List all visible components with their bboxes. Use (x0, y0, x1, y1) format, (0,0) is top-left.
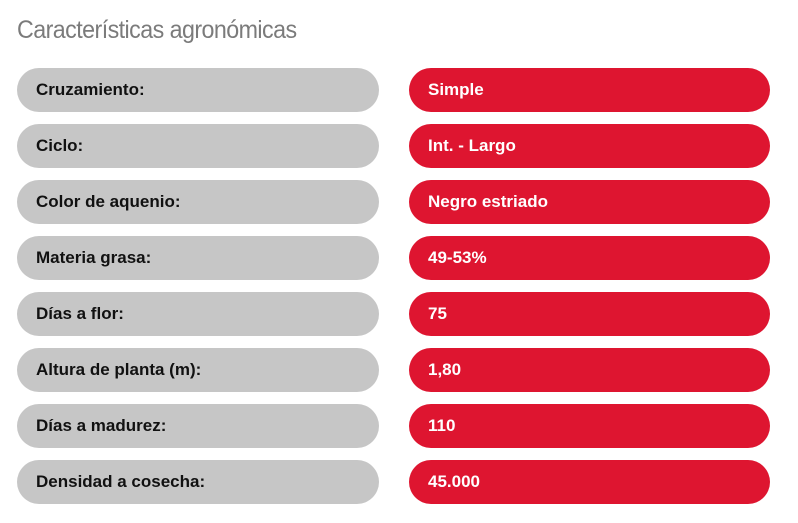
characteristics-list: Cruzamiento: Simple Ciclo: Int. - Largo … (17, 68, 770, 516)
characteristic-value: 49-53% (409, 236, 770, 280)
characteristic-label: Color de aquenio: (17, 180, 379, 224)
characteristic-label: Altura de planta (m): (17, 348, 379, 392)
characteristic-value: 75 (409, 292, 770, 336)
characteristic-row-dias-a-madurez: Días a madurez: 110 (17, 404, 770, 448)
characteristic-label: Ciclo: (17, 124, 379, 168)
characteristic-value: Simple (409, 68, 770, 112)
page-title: Características agronómicas (17, 16, 297, 44)
characteristic-value: Negro estriado (409, 180, 770, 224)
characteristic-label: Densidad a cosecha: (17, 460, 379, 504)
characteristic-row-ciclo: Ciclo: Int. - Largo (17, 124, 770, 168)
characteristic-row-altura-de-planta: Altura de planta (m): 1,80 (17, 348, 770, 392)
characteristic-value: 110 (409, 404, 770, 448)
characteristic-label: Materia grasa: (17, 236, 379, 280)
characteristic-row-cruzamiento: Cruzamiento: Simple (17, 68, 770, 112)
characteristic-value: Int. - Largo (409, 124, 770, 168)
characteristic-row-materia-grasa: Materia grasa: 49-53% (17, 236, 770, 280)
characteristic-value: 1,80 (409, 348, 770, 392)
characteristic-row-color-de-aquenio: Color de aquenio: Negro estriado (17, 180, 770, 224)
characteristic-label: Días a madurez: (17, 404, 379, 448)
characteristic-row-densidad-a-cosecha: Densidad a cosecha: 45.000 (17, 460, 770, 504)
characteristic-label: Cruzamiento: (17, 68, 379, 112)
characteristic-label: Días a flor: (17, 292, 379, 336)
characteristic-row-dias-a-flor: Días a flor: 75 (17, 292, 770, 336)
characteristic-value: 45.000 (409, 460, 770, 504)
